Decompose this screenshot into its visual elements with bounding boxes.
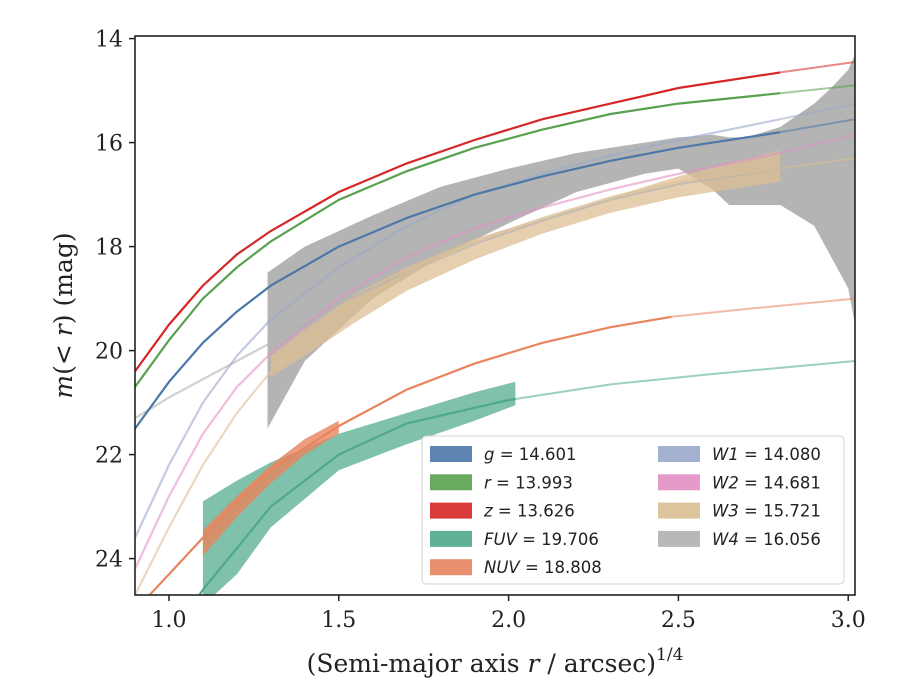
y-axis-label: m(< r) (mag) [49, 232, 78, 398]
legend-swatch-z [430, 502, 472, 519]
line-w1 [135, 118, 781, 539]
line-nuv [148, 315, 672, 595]
line-w4 [135, 167, 781, 420]
y-tick-label: 24 [95, 548, 123, 573]
line-nuv-extrapolated [671, 297, 855, 318]
line-w3 [135, 167, 781, 595]
x-tick-label: 2.0 [491, 608, 526, 633]
legend-swatch-w3 [658, 502, 700, 519]
x-tick-label: 1.0 [151, 608, 186, 633]
plot-frame [134, 35, 856, 596]
line-w2-extrapolated [780, 133, 855, 154]
y-tick-label: 14 [95, 28, 123, 53]
legend-label-w4: W4 = 16.056 [712, 530, 821, 549]
y-tick-label: 16 [95, 132, 123, 157]
legend-swatch-w1 [658, 446, 700, 462]
legend-label-g: g = 14.601 [484, 445, 577, 464]
band-w4 [267, 54, 855, 429]
y-tick-label: 18 [95, 236, 123, 261]
line-fuv-extrapolated [515, 360, 855, 400]
legend-label-nuv: NUV = 18.808 [484, 558, 602, 577]
line-r-extrapolated [780, 84, 855, 95]
line-w3-extrapolated [780, 157, 855, 170]
y-tick-label: 22 [95, 444, 123, 469]
line-fuv [197, 397, 516, 595]
line-g [135, 131, 781, 430]
x-tick-label: 3.0 [831, 608, 866, 633]
line-z [135, 71, 781, 373]
legend-swatch-w4 [658, 530, 700, 547]
legend-swatch-fuv [430, 530, 472, 547]
legend-label-fuv: FUV = 19.706 [484, 530, 599, 549]
y-tick-label: 20 [95, 340, 123, 365]
series-lines [135, 61, 855, 595]
legend-swatch-nuv [430, 559, 472, 576]
x-tick-label: 1.5 [321, 608, 356, 633]
y-axis: 14 16 18 20 22 24 [95, 28, 135, 573]
line-g-extrapolated [780, 118, 855, 134]
legend-swatch-r [430, 474, 472, 491]
line-z-extrapolated [780, 61, 855, 74]
legend-frame [421, 435, 845, 585]
legend-label-w2: W2 = 14.681 [712, 473, 821, 492]
x-axis: 1.0 1.5 2.0 2.5 3.0 [151, 595, 866, 633]
legend-label-w1: W1 = 14.080 [712, 445, 821, 464]
line-w2 [135, 151, 781, 570]
legend-label-z: z = 13.626 [483, 502, 575, 521]
legend-label-r: r = 13.993 [484, 473, 573, 492]
legend-swatch-w2 [658, 474, 700, 491]
x-tick-label: 2.5 [661, 608, 696, 633]
line-w1-extrapolated [780, 102, 855, 121]
legend: g = 14.601 r = 13.993 z = 13.626 FUV = 19.7… [421, 435, 845, 585]
legend-swatch-g [430, 446, 472, 462]
line-r [135, 92, 781, 388]
band-w3 [270, 150, 781, 377]
legend-label-w3: W3 = 15.721 [712, 502, 821, 521]
x-axis-label: (Semi-major axis r / arcsec)1/4 [307, 645, 684, 678]
